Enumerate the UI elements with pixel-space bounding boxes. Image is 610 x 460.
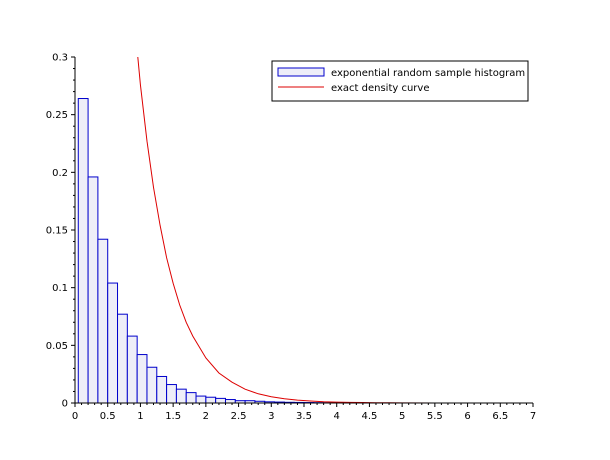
histogram-bar — [107, 282, 119, 404]
y-tick-label: 0.3 — [52, 53, 68, 64]
x-tick-label: 2.5 — [231, 411, 247, 422]
legend-histogram-swatch — [277, 67, 325, 77]
y-tick-label: 0.05 — [46, 341, 68, 352]
histogram-bar — [87, 176, 99, 404]
histogram-bar — [185, 392, 197, 404]
x-tick-label: 4 — [334, 411, 340, 422]
x-tick-label: 6 — [464, 411, 470, 422]
x-tick-label: 2 — [203, 411, 209, 422]
histogram-bar — [215, 397, 226, 404]
histogram-bar — [136, 354, 148, 404]
y-axis-ticks: 0 0.05 0.1 0.15 0.2 0.25 0.3 — [46, 53, 75, 410]
x-tick-label: 5.5 — [427, 411, 443, 422]
legend-histogram-label: exponential random sample histogram — [331, 68, 525, 79]
x-tick-label: 7 — [530, 411, 536, 422]
histogram-bar — [224, 399, 236, 404]
x-tick-label: 0 — [72, 411, 78, 422]
x-tick-label: 5 — [399, 411, 405, 422]
y-tick-label: 0.2 — [52, 168, 68, 179]
x-tick-label: 1 — [137, 411, 143, 422]
legend: exponential random sample histogram exac… — [271, 60, 529, 102]
x-tick-label: 0.5 — [100, 411, 116, 422]
x-tick-label: 4.5 — [361, 411, 377, 422]
y-tick-label: 0.25 — [46, 110, 68, 121]
y-tick-label: 0 — [62, 399, 68, 410]
histogram-bar — [77, 98, 89, 404]
histogram-bar — [156, 375, 168, 404]
y-tick-label: 0.1 — [52, 283, 68, 294]
x-tick-label: 3 — [268, 411, 274, 422]
histogram-bar — [195, 395, 207, 404]
x-axis-ticks: 0 0.5 1 1.5 2 2.5 3 3.5 4 4.5 5 5.5 6 6.5 7 — [72, 403, 536, 422]
histogram-bar — [166, 384, 177, 404]
histogram-bar — [146, 366, 158, 404]
x-tick-label: 3.5 — [296, 411, 312, 422]
x-tick-label: 6.5 — [492, 411, 508, 422]
histogram-bars — [77, 98, 354, 404]
histogram-bar — [117, 313, 128, 404]
histogram-bar — [205, 396, 217, 404]
legend-box — [271, 60, 529, 102]
histogram-bar — [126, 335, 138, 404]
x-tick-label: 1.5 — [165, 411, 181, 422]
legend-curve-label: exact density curve — [331, 83, 429, 94]
density-curve-line — [137, 56, 481, 404]
histogram-bar — [97, 238, 109, 404]
histogram-bar — [175, 388, 187, 404]
y-tick-label: 0.15 — [46, 226, 68, 237]
